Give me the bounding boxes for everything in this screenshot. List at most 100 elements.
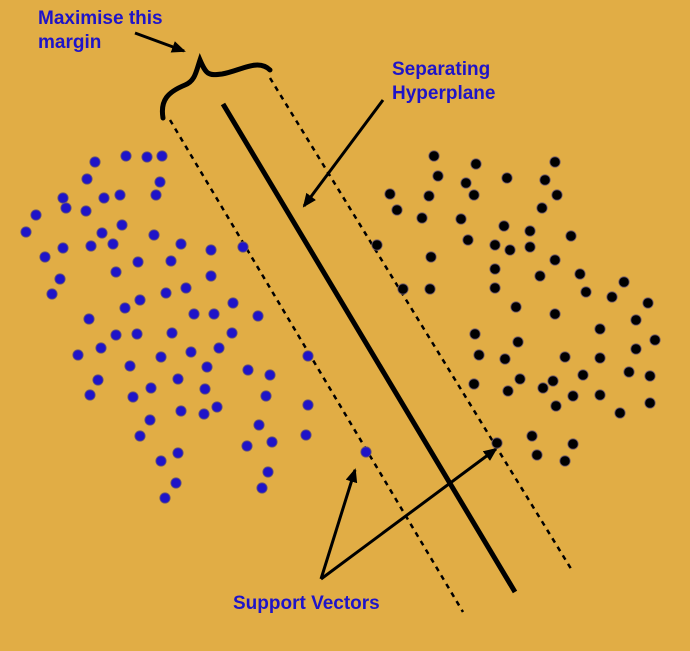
- data-point: [524, 225, 536, 237]
- data-point: [384, 188, 396, 200]
- data-point: [81, 173, 93, 185]
- data-point: [266, 436, 278, 448]
- data-point: [468, 378, 480, 390]
- data-point: [630, 314, 642, 326]
- data-point: [155, 351, 167, 363]
- data-point: [227, 297, 239, 309]
- margin-line-right: [268, 77, 575, 573]
- data-point: [57, 242, 69, 254]
- data-point: [199, 383, 211, 395]
- data-point: [116, 219, 128, 231]
- data-point: [428, 150, 440, 162]
- data-point: [565, 230, 577, 242]
- data-point: [549, 156, 561, 168]
- data-point: [170, 477, 182, 489]
- data-point: [119, 302, 131, 314]
- data-point: [536, 202, 548, 214]
- data-point: [618, 276, 630, 288]
- support-vector-arrow-left-icon: [319, 468, 358, 580]
- data-point: [89, 156, 101, 168]
- data-point: [567, 438, 579, 450]
- data-point: [514, 373, 526, 385]
- data-point: [127, 391, 139, 403]
- data-point: [213, 342, 225, 354]
- data-point: [201, 361, 213, 373]
- data-point: [134, 294, 146, 306]
- data-point: [131, 328, 143, 340]
- data-point: [455, 213, 467, 225]
- data-point: [107, 238, 119, 250]
- class-black-points: [371, 150, 661, 467]
- data-point: [242, 364, 254, 376]
- data-point: [172, 373, 184, 385]
- data-point: [39, 251, 51, 263]
- data-point: [551, 189, 563, 201]
- data-point: [166, 327, 178, 339]
- data-point: [148, 229, 160, 241]
- data-point: [205, 270, 217, 282]
- data-point: [155, 455, 167, 467]
- data-point: [172, 447, 184, 459]
- data-point: [54, 273, 66, 285]
- data-point: [253, 419, 265, 431]
- data-point: [154, 176, 166, 188]
- data-point: [185, 346, 197, 358]
- data-point: [165, 255, 177, 267]
- curly-brace-icon: [159, 52, 273, 121]
- data-point: [614, 407, 626, 419]
- data-point: [512, 336, 524, 348]
- data-point: [72, 349, 84, 361]
- data-point: [537, 382, 549, 394]
- data-point: [606, 291, 618, 303]
- data-point: [644, 397, 656, 409]
- data-point: [468, 189, 480, 201]
- data-point: [469, 328, 481, 340]
- data-point: [95, 342, 107, 354]
- data-point: [498, 220, 510, 232]
- support-vectors-label: Support Vectors: [233, 593, 380, 614]
- data-point: [160, 287, 172, 299]
- data-point: [644, 370, 656, 382]
- data-point: [237, 241, 249, 253]
- data-point: [425, 251, 437, 263]
- data-point: [134, 430, 146, 442]
- data-point: [156, 150, 168, 162]
- data-point: [416, 212, 428, 224]
- data-point: [60, 202, 72, 214]
- data-point: [501, 172, 513, 184]
- data-point: [460, 177, 472, 189]
- data-point: [110, 329, 122, 341]
- data-point: [211, 401, 223, 413]
- data-point: [302, 350, 314, 362]
- data-point: [360, 446, 372, 458]
- data-point: [159, 492, 171, 504]
- margin-arrow-icon: [134, 31, 186, 53]
- data-point: [96, 227, 108, 239]
- data-point: [594, 352, 606, 364]
- data-point: [20, 226, 32, 238]
- data-point: [504, 244, 516, 256]
- data-point: [264, 369, 276, 381]
- separating-hyperplane: [220, 102, 518, 594]
- data-point: [84, 389, 96, 401]
- data-point: [499, 353, 511, 365]
- data-point: [132, 256, 144, 268]
- data-point: [491, 437, 503, 449]
- data-point: [567, 390, 579, 402]
- data-point: [114, 189, 126, 201]
- data-point: [559, 351, 571, 363]
- data-point: [145, 382, 157, 394]
- hyperplane-arrow-icon: [302, 99, 385, 208]
- data-point: [470, 158, 482, 170]
- data-point: [574, 268, 586, 280]
- data-point: [141, 151, 153, 163]
- data-point: [260, 390, 272, 402]
- data-point: [580, 286, 592, 298]
- hyperplane-label: Separating Hyperplane: [392, 59, 496, 104]
- data-point: [262, 466, 274, 478]
- data-point: [526, 430, 538, 442]
- data-point: [85, 240, 97, 252]
- data-point: [642, 297, 654, 309]
- data-point: [188, 308, 200, 320]
- data-point: [473, 349, 485, 361]
